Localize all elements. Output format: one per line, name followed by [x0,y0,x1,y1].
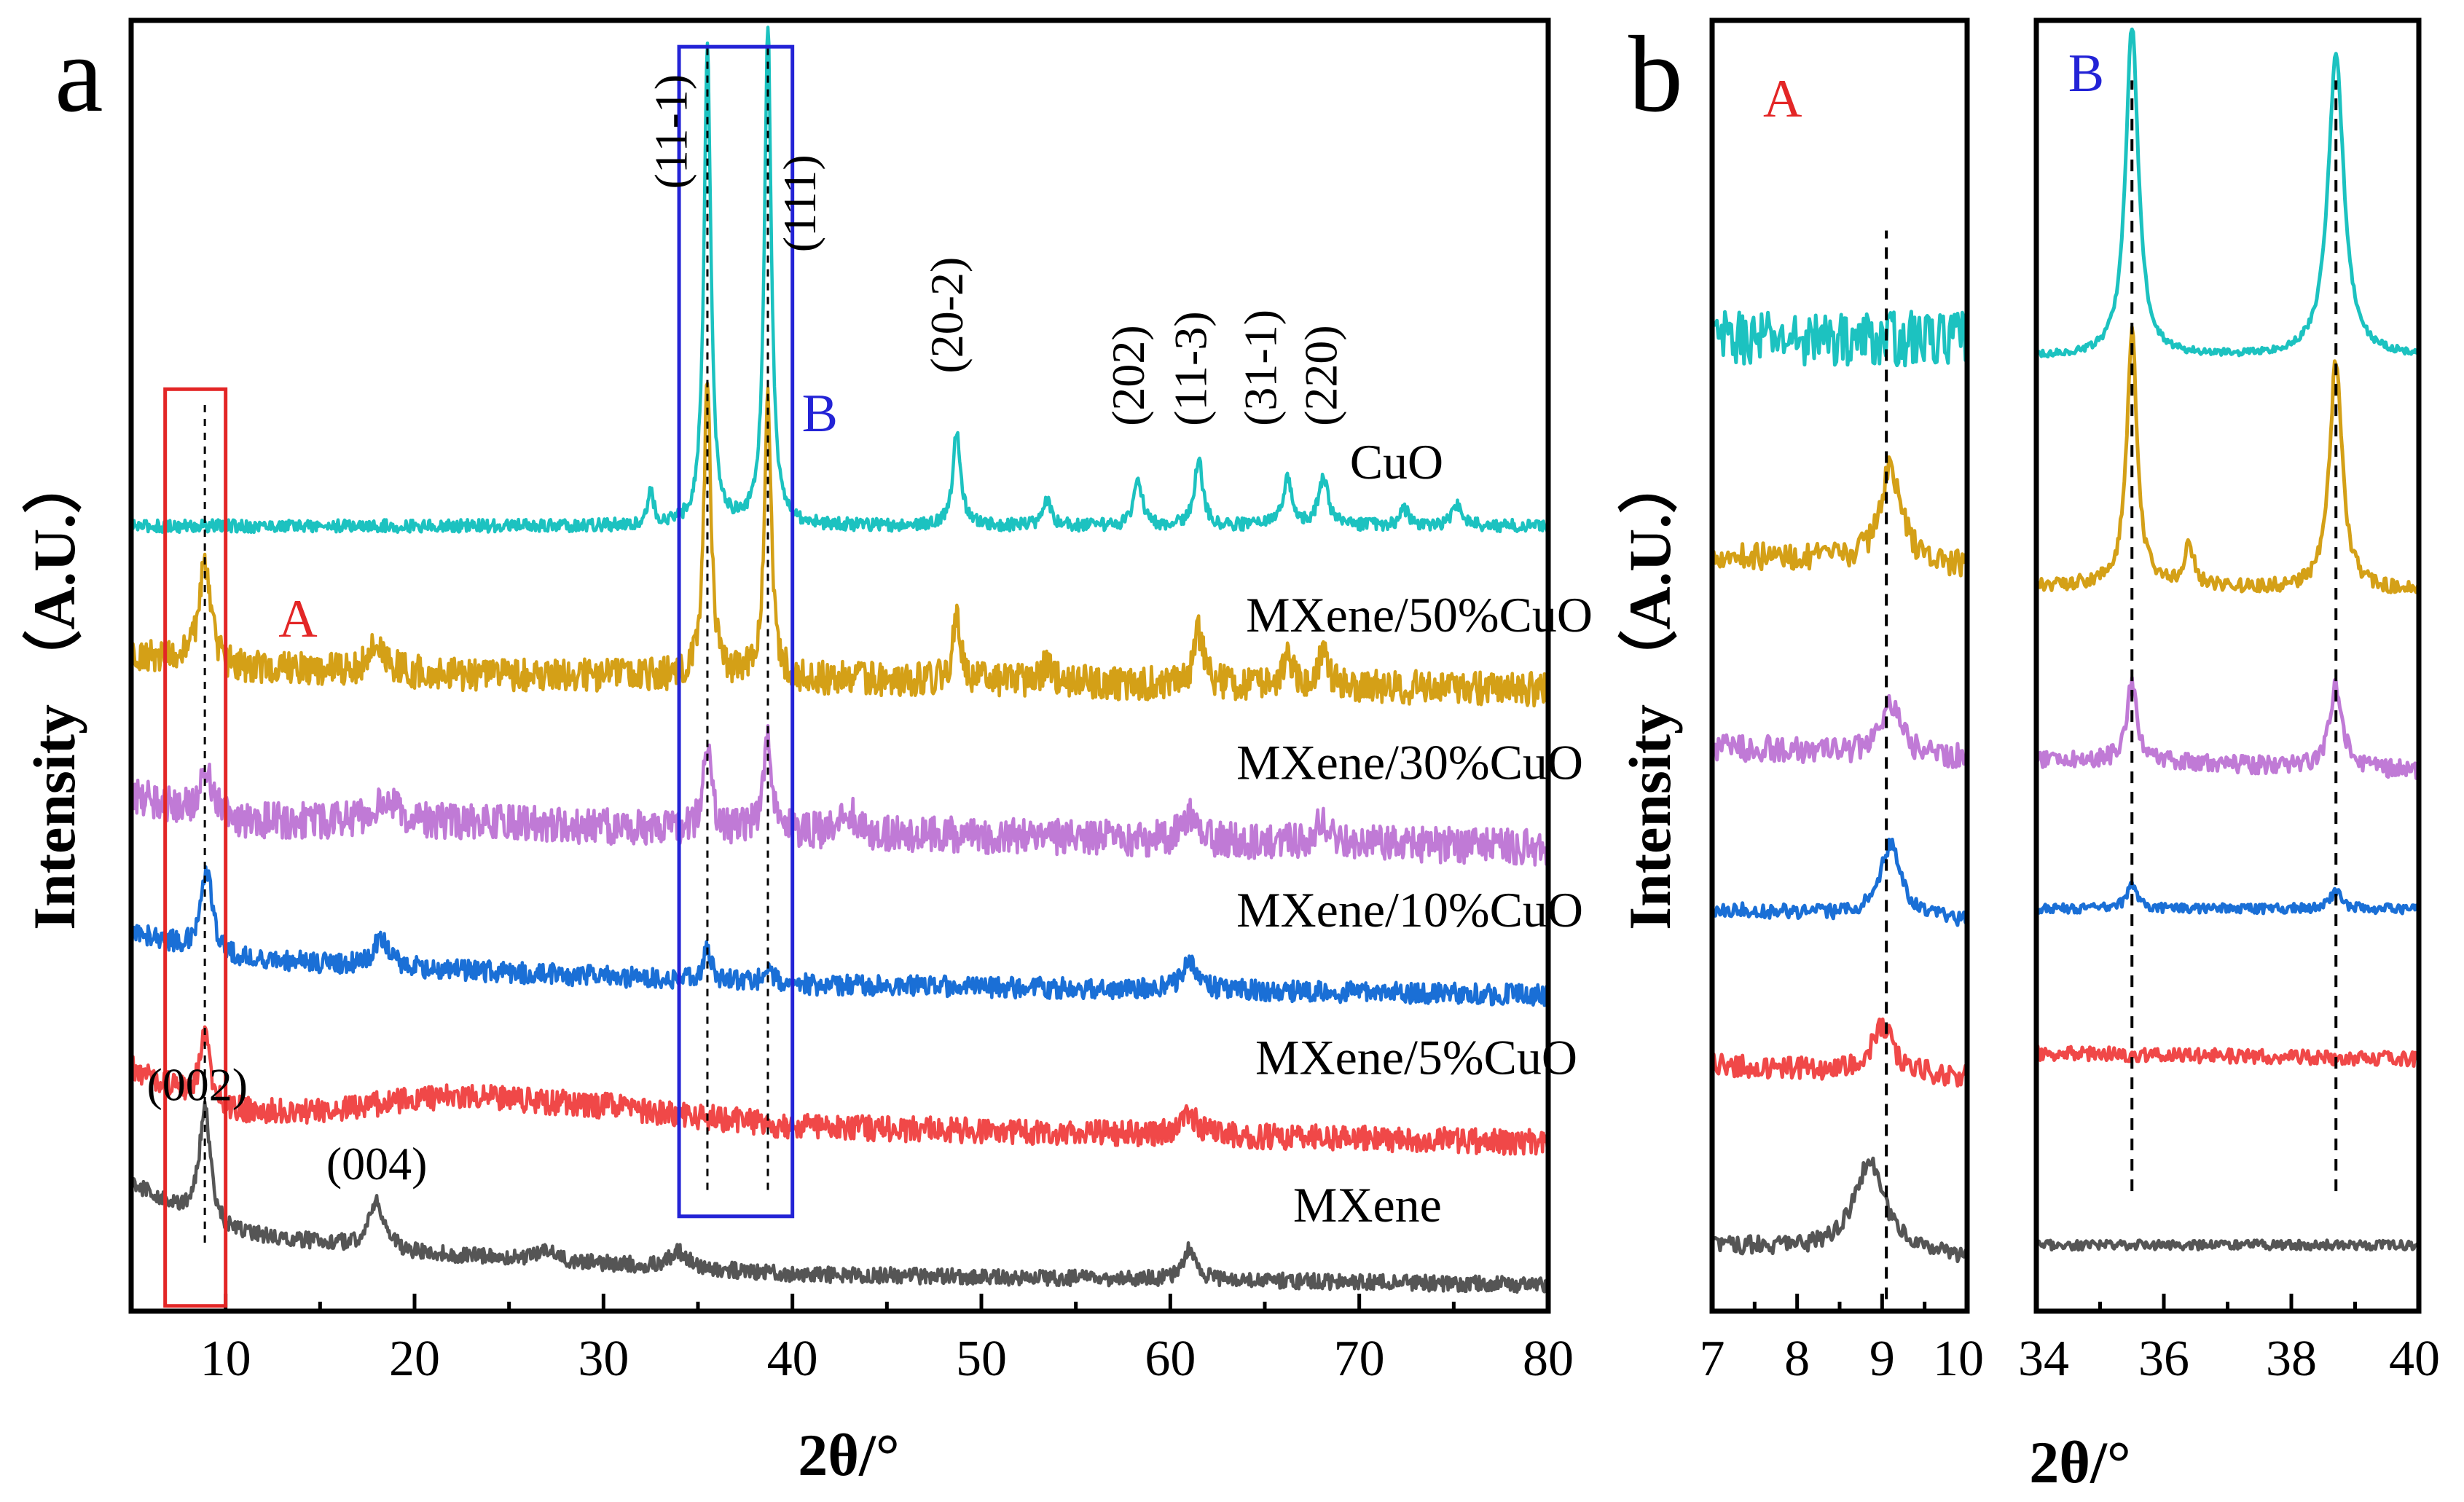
series-line-mxene-30-cuo [2034,675,2421,780]
panel-b-ylabel: Intensity （A.U.） [1617,454,1683,930]
series-label: MXene/50%CuO [1246,587,1593,642]
series-line-mxene-10-cuo [1710,838,1969,927]
panel-b-label-b: B [2068,44,2104,103]
x-tick-label: 70 [1334,1331,1385,1387]
x-tick-label: 36 [2138,1331,2189,1387]
series-label: MXene/10%CuO [1236,882,1583,937]
peak-annotation: (002) [146,1059,248,1111]
x-tick-label: 9 [1869,1331,1895,1387]
x-tick-label: 10 [1933,1331,1984,1387]
region-label-a: A [278,589,317,649]
series-line-mxene-5-cuo [2034,1044,2421,1068]
x-tick-label: 80 [1523,1331,1574,1387]
peak-annotation: (31-1) [1235,310,1287,426]
series-line-cuo [2035,27,2420,359]
x-tick-label: 8 [1784,1331,1810,1387]
series-line-mxene [129,1100,1550,1294]
x-tick-label: 40 [767,1331,818,1387]
x-tick-label: 60 [1145,1331,1196,1387]
series-line-mxene-5-cuo [1710,1017,1969,1088]
region-label-b: B [802,384,838,444]
panel-a: 10 20 30 40 50 60 70 80 A B CuO MXene/50%CuO MXene/3… [128,17,1593,1387]
x-tick-label: 40 [2389,1331,2440,1387]
x-tick-label: 38 [2266,1331,2317,1387]
panel-a-xlabel: 2θ/° [798,1422,899,1488]
peak-annotation: (20-2) [921,257,973,374]
plot-frame [1709,17,1970,1314]
series-line-mxene-30-cuo [129,723,1550,867]
series-line-mxene [2036,1238,2420,1252]
peak-annotation: (11-1) [645,74,697,189]
peak-annotation: (202) [1102,325,1154,426]
panel-a-ylabel: Intensity （A.U.） [21,454,87,930]
series-line-mxene [1711,1156,1969,1264]
x-tick-label: 34 [2018,1331,2069,1387]
x-tick-label: 10 [200,1331,251,1387]
series-label: MXene/30%CuO [1236,735,1583,790]
series-line-mxene-10-cuo [2034,881,2420,916]
series-line-mxene-50-cuo [2035,325,2421,594]
series-line-mxene-5-cuo [130,1025,1550,1156]
series-line-mxene-50-cuo [129,382,1550,708]
panel-b-letter: b [1628,14,1683,135]
series-line-cuo [1710,310,1969,368]
panel-b-B: 34 36 38 40 B [2018,17,2440,1387]
panel-b-label-a: A [1763,69,1802,129]
series-label: MXene [1293,1177,1442,1232]
panel-b-A: 7 8 9 10 A [1700,17,1984,1387]
peak-annotation: (220) [1295,325,1347,426]
peak-annotation: (11-3) [1165,311,1217,426]
panel-b-xlabel: 2θ/° [2029,1429,2130,1495]
peak-annotation: (004) [326,1138,428,1190]
x-tick-label: 50 [956,1331,1007,1387]
x-tick-label: 20 [389,1331,440,1387]
plot-frame [128,17,1551,1314]
peak-annotation: (111) [774,154,825,252]
series-line-mxene-50-cuo [1710,455,1969,578]
series-line-cuo [130,25,1550,535]
series-line-mxene-10-cuo [129,865,1550,1007]
series-line-mxene-30-cuo [1710,693,1969,769]
x-tick-label: 7 [1700,1331,1725,1387]
plot-frame [2033,17,2422,1314]
series-label: CuO [1350,434,1443,489]
panel-a-letter: a [55,14,103,135]
x-tick-label: 30 [578,1331,629,1387]
region-box-b [677,44,795,1219]
region-box-a [163,387,228,1308]
series-label: MXene/5%CuO [1255,1030,1577,1085]
